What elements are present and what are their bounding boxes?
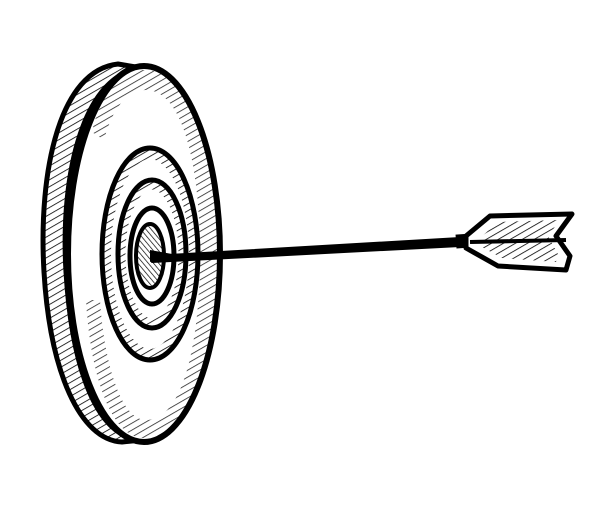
- arrow-fletching-midline: [469, 238, 567, 244]
- arrow-tip: [150, 250, 172, 262]
- arrow-icon: [150, 211, 575, 273]
